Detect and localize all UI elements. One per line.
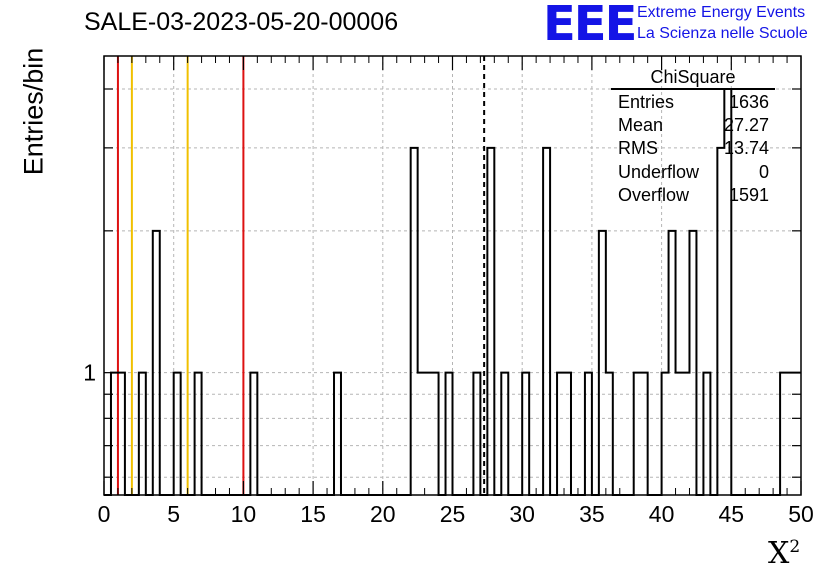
stats-value: 1636 (728, 92, 769, 112)
stats-row-rms: RMS 13.74 (611, 137, 775, 160)
stats-label: RMS (618, 138, 658, 159)
stats-value: 0 (758, 161, 769, 182)
x-tick-label: 30 (509, 501, 535, 527)
x-axis-label: X2 (768, 536, 801, 571)
x-tick-label: 5 (167, 501, 180, 527)
y-axis-label: Entries/bin (18, 47, 49, 176)
x-tick-label: 0 (98, 501, 111, 527)
x-tick-label: 20 (370, 501, 396, 527)
stats-row-entries: Entries 1636 (611, 91, 775, 114)
chart-title: SALE-03-2023-05-20-00006 (84, 8, 399, 36)
x-tick-label: 25 (440, 501, 466, 527)
stats-row-overflow: Overflow 1591 (611, 184, 775, 207)
x-axis-ticks: 0 5 10 15 20 25 30 35 40 45 50 (98, 56, 814, 527)
stats-row-underflow: Underflow 0 (611, 161, 775, 184)
marker-lines (116, 56, 486, 495)
x-tick-label: 50 (788, 501, 814, 527)
stats-value: 1591 (728, 184, 769, 205)
x-tick-label: 10 (231, 501, 257, 527)
x-tick-label: 15 (300, 501, 326, 527)
y-axis-ticks: 1 (83, 88, 801, 478)
stats-title: ChiSquare (611, 66, 775, 90)
stats-label: Overflow (618, 184, 690, 205)
x-tick-label: 40 (649, 501, 675, 527)
x-tick-label: 45 (719, 501, 745, 527)
y-tick-label: 1 (83, 360, 96, 386)
stats-label: Underflow (618, 161, 700, 182)
stats-label: Mean (618, 115, 664, 136)
logo-line-2: La Scienza nelle Scuole (637, 25, 808, 42)
stats-label: Entries (618, 92, 675, 112)
stats-value: 13.74 (723, 138, 769, 159)
logo-line-1: Extreme Energy Events (637, 4, 806, 21)
eee-logo: EEE (543, 0, 637, 52)
stats-row-mean: Mean 27.27 (611, 114, 775, 137)
stats-box: ChiSquare Entries 1636 Mean 27.27 RMS 13.74 Un… (611, 66, 775, 207)
x-tick-label: 35 (579, 501, 605, 527)
stats-value: 27.27 (723, 115, 769, 136)
